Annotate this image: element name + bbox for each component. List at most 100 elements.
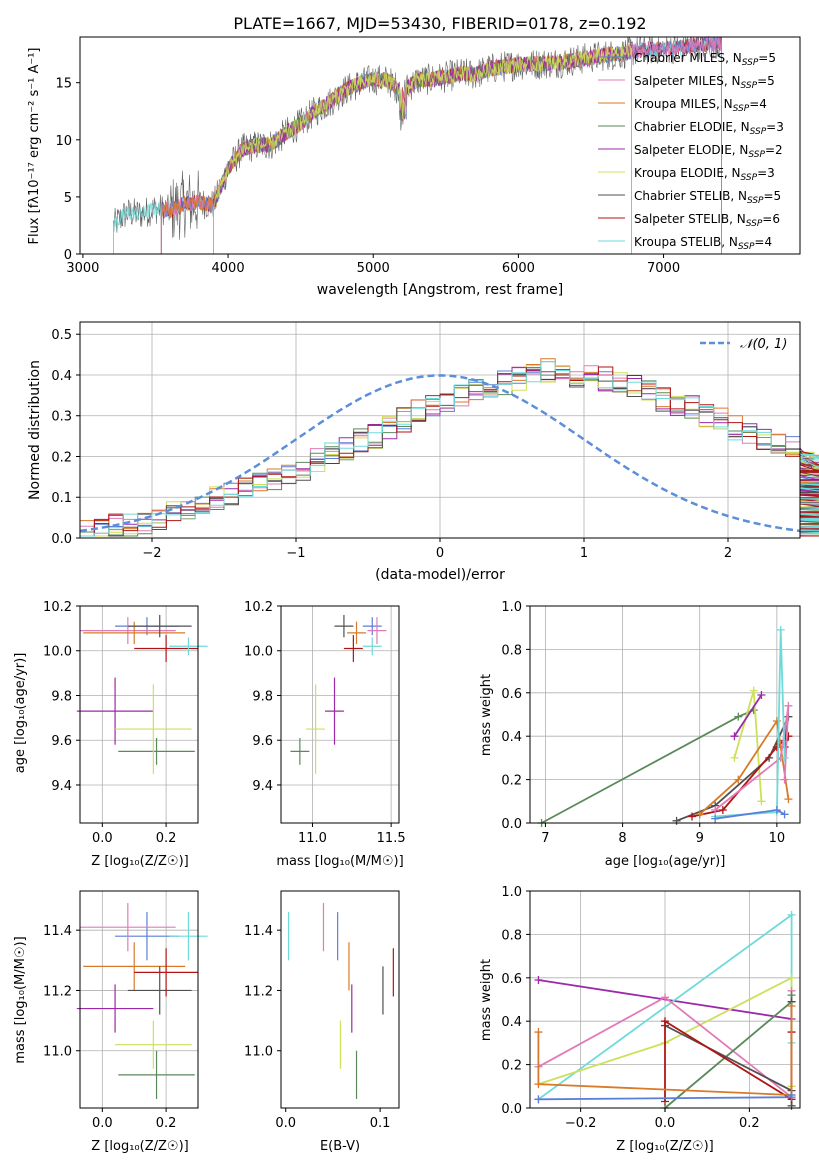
spectrum-xtick-label: 6000	[502, 261, 535, 276]
plot-area	[76, 614, 208, 774]
age-weight-line-c_miles	[714, 809, 786, 820]
mass-age-panel: 11.0 11.5 9.4 9.6 9.8 10.0 10.2 mass [log₁₀(M/M…	[244, 600, 406, 869]
residuals-xtick-label: 2	[724, 546, 732, 561]
spectrum-ylabel: Flux [fλ10⁻¹⁷ erg cm⁻² s⁻¹ A⁻¹]	[27, 48, 42, 245]
spectrum-xlabel: wavelength [Angstrom, rest frame]	[317, 282, 563, 298]
axes-frame	[79, 890, 199, 1109]
z-weight-line-k_miles	[537, 1006, 793, 1096]
legend-label-c_stelib: Chabrier STELIB, NSSP=5	[634, 189, 781, 206]
ytick-label: 9.6	[252, 734, 273, 749]
age-weight-marker-c_miles	[780, 810, 789, 819]
spectrum-ytick-label: 5	[64, 191, 72, 206]
age-weight-marker-s_elodie	[757, 690, 766, 699]
xtick-label: 0.0	[92, 1116, 113, 1131]
z-weight-line-s_stelib	[664, 1019, 793, 1102]
ytick-label: 11.2	[244, 984, 273, 999]
z-weight-panel: −0.2 0.0 0.2 0.0 0.2 0.4 0.6 0.8 1.0 mass weight Z…	[479, 885, 801, 1154]
xtick-label: 9	[696, 831, 704, 846]
age-weight-marker-c_miles	[711, 814, 720, 823]
age-weight-marker-k_elodie	[730, 753, 739, 762]
xtick-label: 11.5	[377, 831, 406, 846]
z-weight-marker-s_elodie	[534, 975, 543, 984]
residuals-xlabel: (data-model)/error	[375, 567, 505, 583]
spectrum-series-k_stelib	[113, 36, 722, 255]
z-weight-marker-k_miles	[534, 1028, 543, 1037]
xtick-label: 0.1	[370, 1116, 391, 1131]
ytick-label: 0.4	[501, 1015, 522, 1030]
age-weight-xlabel: age [log₁₀(age/yr)]	[605, 854, 726, 869]
ytick-label: 10.0	[43, 645, 72, 660]
xtick-label: 10	[769, 831, 786, 846]
legend-label-k_miles: Kroupa MILES, NSSP=4	[634, 97, 767, 114]
legend-label-s_stelib: Salpeter STELIB, NSSP=6	[634, 212, 780, 229]
residuals-ytick-label: 0.5	[51, 328, 72, 343]
legend-label-s_miles: Salpeter MILES, NSSP=5	[634, 74, 775, 91]
ytick-label: 0.8	[501, 643, 522, 658]
xtick-label: 11.0	[298, 831, 327, 846]
z-age-ylabel: age [log₁₀(age/yr)]	[13, 653, 28, 774]
ytick-label: 0.4	[501, 730, 522, 745]
ytick-label: 10.2	[244, 600, 273, 615]
spectrum-axes	[79, 36, 801, 255]
age-weight-marker-c_elodie	[734, 712, 743, 721]
legend-label-c_miles: Chabrier MILES, NSSP=5	[634, 51, 776, 68]
ytick-label: 0.0	[501, 1102, 522, 1117]
residuals-ytick-label: 0.4	[51, 369, 72, 384]
ytick-label: 0.8	[501, 928, 522, 943]
spectrum-series-c_stelib	[113, 36, 722, 255]
plot-area	[287, 903, 394, 1099]
age-weight-marker-k_miles	[734, 775, 743, 784]
age-weight-marker-k_elodie	[757, 797, 766, 806]
ytick-label: 11.4	[244, 924, 273, 939]
age-weight-line-c_elodie	[541, 709, 755, 824]
age-weight-marker-k_miles	[784, 795, 793, 804]
spectrum-ytick-label: 10	[55, 134, 72, 149]
ytick-label: 0.6	[501, 687, 522, 702]
plot-area	[76, 903, 208, 1099]
age-weight-line-k_miles	[699, 718, 790, 815]
plot-area	[537, 625, 793, 827]
axes-frame	[529, 605, 801, 824]
xtick-label: 7	[541, 831, 549, 846]
spectrum-ytick-label: 15	[55, 77, 72, 92]
age-weight-marker-s_elodie	[730, 732, 739, 741]
xtick-label: 0.2	[739, 1116, 760, 1131]
residuals-hist-c_stelib	[79, 367, 819, 538]
age-weight-panel: 7 8 9 10 0.0 0.2 0.4 0.6 0.8 1.0 mass weight age [l…	[479, 600, 801, 869]
age-weight-marker-c_stelib	[672, 816, 681, 825]
plot-area	[534, 910, 796, 1112]
z-mass-panel: 0.0 0.2 11.0 11.2 11.4 Z [log₁₀(Z/Z☉)] mass [l…	[13, 890, 208, 1154]
residuals-ytick-label: 0.3	[51, 410, 72, 425]
age-weight-line-c_stelib	[676, 716, 790, 822]
spectrum-xtick-label: 3000	[66, 261, 99, 276]
z-mass-xlabel: Z [log₁₀(Z/Z☉)]	[91, 1139, 188, 1154]
age-weight-marker-s_stelib	[784, 732, 793, 741]
age-weight-marker-k_stelib	[776, 625, 785, 634]
legend-label-k_elodie: Kroupa ELODIE, NSSP=3	[634, 166, 775, 183]
legend-label-k_stelib: Kroupa STELIB, NSSP=4	[634, 235, 772, 252]
ytick-label: 10.0	[244, 645, 273, 660]
z-age-panel: 0.0 0.2 9.4 9.6 9.8 10.0 10.2 Z [log₁₀(Z/Z☉)] ag…	[13, 600, 208, 869]
z-weight-xlabel: Z [log₁₀(Z/Z☉)]	[616, 1139, 713, 1154]
z-age-xlabel: Z [log₁₀(Z/Z☉)]	[91, 854, 188, 869]
residuals-panel: −2 −1 0 1 2 0.0 0.1 0.2 0.3 0.4 0.5 (data-model)/…	[27, 321, 819, 583]
axes-frame	[280, 605, 400, 824]
ytick-label: 10.2	[43, 600, 72, 615]
age-weight-marker-s_stelib	[772, 743, 781, 752]
residuals-xtick-label: −1	[286, 546, 305, 561]
ytick-label: 1.0	[501, 600, 522, 615]
mass-age-xlabel: mass [log₁₀(M/M☉)]	[276, 854, 403, 869]
z-weight-marker-k_miles	[787, 1002, 796, 1011]
ytick-label: 11.2	[43, 984, 72, 999]
ytick-label: 0.6	[501, 972, 522, 987]
spectrum-series-c_elodie	[213, 44, 632, 254]
residuals-xtick-label: 1	[580, 546, 588, 561]
ytick-label: 0.2	[501, 774, 522, 789]
xtick-label: 8	[618, 831, 626, 846]
residuals-hist-s_stelib	[79, 366, 819, 538]
z-weight-marker-k_stelib	[787, 910, 796, 919]
legend-label-c_elodie: Chabrier ELODIE, NSSP=3	[634, 120, 784, 137]
z-weight-marker-c_miles	[534, 1095, 543, 1104]
spectrum-xtick-label: 7000	[647, 261, 680, 276]
ebv-mass-panel: 0.0 0.1 11.0 11.2 11.4 E(B-V)	[244, 890, 400, 1154]
